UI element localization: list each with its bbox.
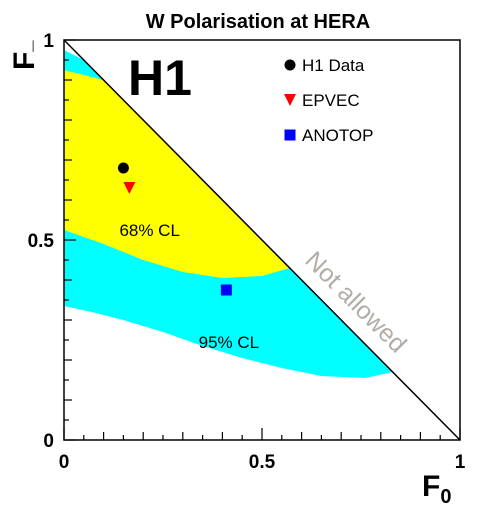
point-anotop	[220, 284, 232, 296]
x-tick-label: 0.5	[249, 452, 276, 473]
x-axis-label-main: F	[422, 470, 440, 503]
y-tick-label: 1	[43, 31, 54, 52]
y-tick-label: 0	[43, 431, 54, 452]
region-label: 68% CL	[119, 221, 179, 240]
x-axis-label: F0	[422, 470, 451, 508]
y-axis-label: F_	[8, 40, 41, 70]
diagonal-boundary	[63, 39, 461, 441]
legend-label: ANOTOP	[302, 126, 373, 145]
legend-label: H1 Data	[302, 56, 365, 75]
experiment-label: H1	[128, 50, 192, 106]
region-label: 95% CL	[199, 333, 259, 352]
y-axis-label-subscript: _	[14, 40, 36, 53]
legend-label: EPVEC	[302, 91, 360, 110]
y-axis-label-main: F	[8, 52, 41, 70]
point-epvec	[123, 182, 136, 194]
x-axis-label-subscript: 0	[440, 486, 451, 508]
marker-layer	[117, 162, 232, 296]
x-tick-label: 1	[455, 452, 466, 473]
legend-marker-h1-data	[284, 59, 296, 71]
tick-layer: 0 0.5 1 0 0.5 1 68% CL 95% CL	[28, 31, 466, 473]
y-tick-label: 0.5	[28, 231, 55, 252]
point-h1-data	[117, 162, 129, 174]
region-68-cl	[64, 70, 290, 278]
legend-marker-epvec	[284, 94, 296, 106]
chart-title: W Polarisation at HERA	[146, 11, 370, 33]
svg-text:F_: F_	[8, 40, 41, 70]
x-tick-label: 0	[59, 452, 70, 473]
legend: H1 Data EPVEC ANOTOP	[284, 56, 373, 145]
legend-marker-anotop	[284, 129, 296, 141]
region-layer	[64, 50, 393, 378]
